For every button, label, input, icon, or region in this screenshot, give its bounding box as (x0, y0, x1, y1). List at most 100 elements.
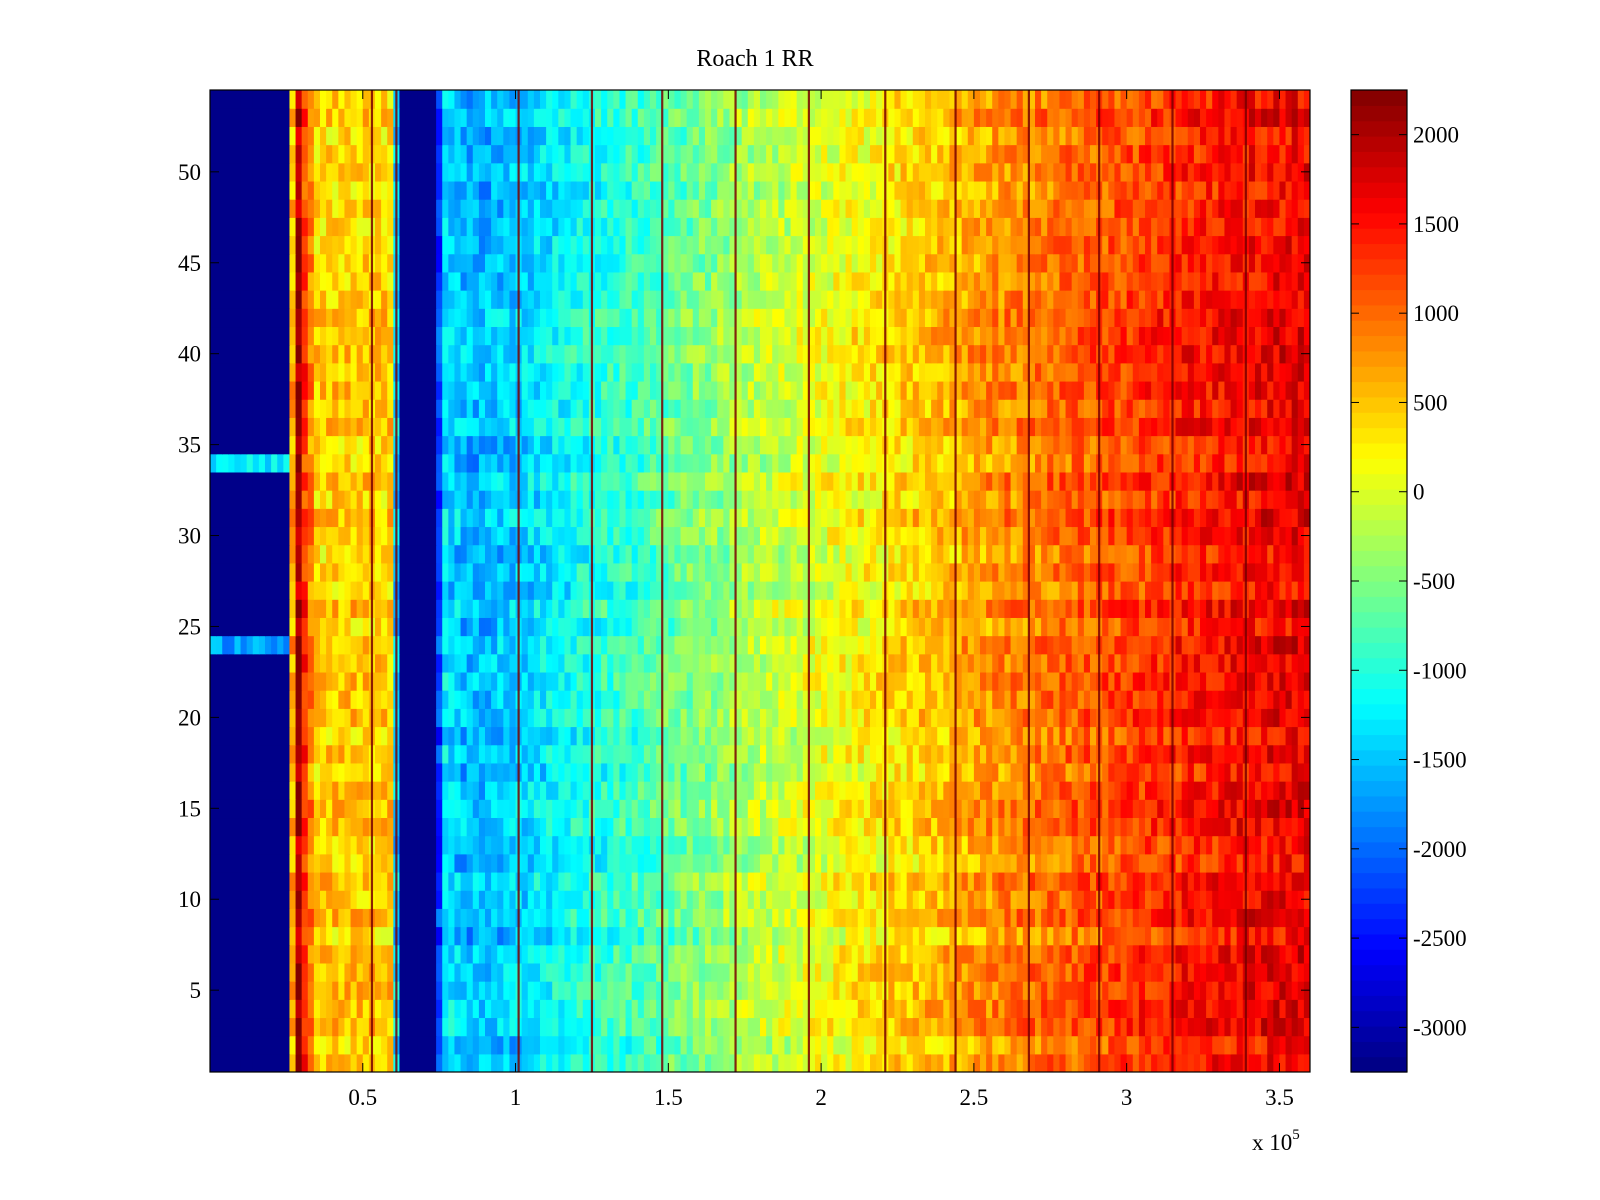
heatmap-cell (680, 853, 688, 873)
heatmap-cell (338, 726, 346, 746)
heatmap-cell (961, 599, 969, 618)
heatmap-cell (313, 562, 321, 582)
heatmap-cell (943, 1053, 951, 1072)
heatmap-cell (485, 690, 492, 709)
heatmap-cell (399, 999, 407, 1019)
heatmap-cell (417, 744, 425, 764)
heatmap-cell (1273, 835, 1281, 855)
heatmap-cell (1065, 708, 1073, 728)
heatmap-cell (772, 581, 779, 600)
heatmap-cell (1224, 726, 1232, 746)
heatmap-cell (943, 653, 951, 673)
heatmap-cell (552, 981, 559, 1000)
heatmap-cell (417, 1053, 425, 1072)
heatmap-cell (778, 671, 786, 691)
heatmap-cell (973, 799, 981, 819)
heatmap-cell (698, 671, 706, 691)
heatmap-cell (1206, 981, 1213, 1000)
heatmap-cell (362, 999, 370, 1019)
heatmap-cell (741, 762, 749, 782)
heatmap-cell (491, 908, 498, 928)
heatmap-cell (863, 708, 871, 728)
heatmap-cell (1114, 999, 1122, 1019)
heatmap-cell (766, 1017, 773, 1037)
heatmap-cell (1279, 726, 1287, 746)
heatmap-cell (747, 908, 755, 928)
heatmap-cell (582, 1017, 590, 1037)
heatmap-cell (1200, 908, 1207, 928)
heatmap-cell (1187, 581, 1195, 600)
heatmap-cell (301, 835, 309, 855)
heatmap-cell (1090, 690, 1097, 709)
heatmap-cell (289, 890, 297, 909)
heatmap-cell (411, 1035, 419, 1055)
heatmap-cell (582, 926, 590, 946)
heatmap-cell (258, 799, 266, 819)
heatmap-cell (1285, 981, 1293, 1000)
heatmap-cell (607, 617, 614, 637)
heatmap-cell (558, 817, 566, 837)
heatmap-cell (747, 1017, 755, 1037)
heatmap-cell (815, 1053, 822, 1072)
heatmap-cell (1181, 653, 1189, 673)
heatmap-cell (387, 726, 394, 746)
heatmap-cell (1090, 726, 1097, 746)
heatmap-cell (967, 981, 975, 1000)
heatmap-cell (925, 708, 932, 728)
heatmap-cell (1303, 871, 1310, 891)
heatmap-cell (1236, 890, 1244, 909)
heatmap-cell (980, 653, 987, 673)
heatmap-cell (332, 890, 339, 909)
heatmap-cell (344, 617, 352, 637)
heatmap-cell (949, 1017, 957, 1037)
heatmap-cell (1047, 799, 1054, 819)
heatmap-cell (1181, 744, 1189, 764)
heatmap-cell (326, 690, 333, 709)
heatmap-cell (863, 635, 871, 655)
heatmap-cell (1261, 999, 1268, 1019)
heatmap-cell (1035, 1035, 1042, 1055)
heatmap-cell (582, 581, 590, 600)
heatmap-cell (582, 962, 590, 982)
heatmap-cell (1120, 1035, 1128, 1055)
heatmap-cell (356, 817, 364, 837)
heatmap-cell (961, 762, 969, 782)
heatmap-cell (796, 890, 804, 909)
heatmap-cell (918, 708, 926, 728)
heatmap-cell (723, 635, 731, 655)
heatmap-cell (839, 581, 847, 600)
heatmap-cell (277, 817, 284, 837)
heatmap-cell (753, 744, 761, 764)
heatmap-cell (680, 617, 688, 637)
heatmap-cell (228, 617, 236, 637)
heatmap-cell (527, 653, 535, 673)
heatmap-cell (949, 690, 957, 709)
heatmap-cell (741, 581, 749, 600)
heatmap-cell (460, 744, 468, 764)
heatmap-cell (1126, 671, 1134, 691)
heatmap-cell (1206, 708, 1213, 728)
heatmap-cell (265, 690, 272, 709)
heatmap-cell (289, 617, 297, 637)
heatmap-cell (790, 562, 798, 582)
heatmap-cell (949, 817, 957, 837)
heatmap-cell (723, 653, 731, 673)
heatmap-cell (595, 962, 602, 982)
heatmap-cell (937, 817, 944, 837)
heatmap-cell (821, 744, 828, 764)
heatmap-cell (222, 708, 229, 728)
heatmap-cell (717, 635, 724, 655)
heatmap-cell (362, 799, 370, 819)
heatmap-cell (595, 581, 602, 600)
heatmap-cell (961, 671, 969, 691)
heatmap-cell (1114, 762, 1122, 782)
heatmap-cell (228, 671, 236, 691)
heatmap-cell (289, 690, 297, 709)
heatmap-cell (283, 762, 291, 782)
heatmap-cell (821, 871, 828, 891)
heatmap-cell (1145, 1035, 1152, 1055)
heatmap-cell (344, 744, 352, 764)
heatmap-cell (766, 599, 773, 618)
heatmap-cell (301, 981, 309, 1000)
heatmap-cell (827, 653, 834, 673)
